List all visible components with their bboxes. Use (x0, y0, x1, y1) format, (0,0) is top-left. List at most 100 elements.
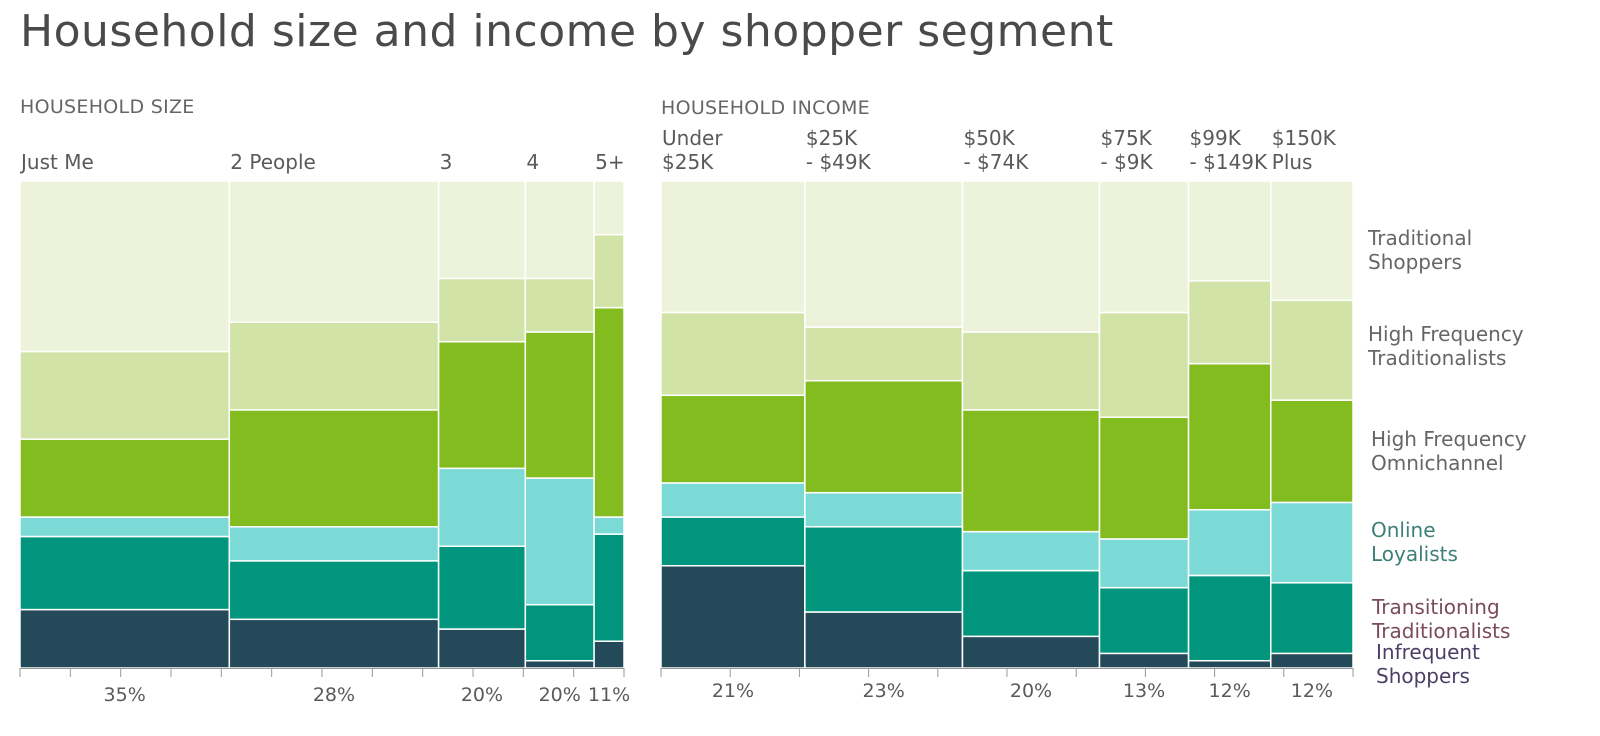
pct-label-size-2: 20% (461, 684, 503, 706)
cell-transitioning-traditionalists-income-3 (1098, 586, 1190, 655)
pct-label-size-3: 20% (539, 684, 581, 706)
column-label-size-2-line0: 3 (440, 150, 453, 174)
column-label-income-5-line0: $150K (1272, 126, 1337, 150)
cell-high-frequency-traditionalists-income-3 (1098, 311, 1190, 418)
cell-high-frequency-traditionalists-income-2 (961, 331, 1101, 411)
cell-infrequent-shoppers-income-5 (1270, 652, 1354, 669)
pct-label-income-3: 13% (1123, 680, 1165, 702)
column-label-income-1-line1: - $49K (806, 150, 872, 174)
cell-online-loyalists-size-4 (593, 516, 625, 535)
legend-high-frequency-traditionalists-line0: High Frequency (1368, 322, 1524, 346)
legend-transitioning-traditionalists-line1: Traditionalists (1372, 619, 1511, 643)
pct-label-income-5: 12% (1291, 680, 1333, 702)
cell-online-loyalists-size-2 (437, 467, 527, 547)
cell-high-frequency-traditionalists-income-4 (1187, 280, 1272, 365)
pct-label-size-4: 11% (588, 684, 630, 706)
cell-high-frequency-omnichannel-size-3 (524, 331, 595, 479)
legend-traditional-shoppers: Traditional Shoppers (1368, 226, 1472, 274)
legend-high-frequency-omnichannel-line1: Omnichannel (1371, 451, 1504, 475)
legend-high-frequency-omnichannel-line0: High Frequency (1371, 427, 1527, 451)
cell-transitioning-traditionalists-income-5 (1270, 582, 1354, 655)
legend-high-frequency-omnichannel: High Frequency Omnichannel (1371, 427, 1527, 475)
column-label-size-4-line0: 5+ (595, 150, 624, 174)
pct-label-income-1: 23% (863, 680, 905, 702)
cell-high-frequency-traditionalists-size-3 (524, 277, 595, 333)
cell-high-frequency-omnichannel-income-0 (660, 394, 806, 484)
cell-infrequent-shoppers-size-2 (437, 628, 527, 669)
cell-traditional-shoppers-income-4 (1187, 180, 1272, 282)
cell-high-frequency-traditionalists-size-1 (228, 321, 440, 411)
cell-online-loyalists-income-4 (1187, 508, 1272, 577)
legend-online-loyalists-line0: Online (1371, 518, 1436, 542)
pct-label-income-4: 12% (1209, 680, 1251, 702)
cell-traditional-shoppers-size-4 (593, 180, 625, 236)
cell-online-loyalists-income-1 (804, 491, 964, 528)
cell-traditional-shoppers-income-3 (1098, 180, 1190, 314)
cell-transitioning-traditionalists-size-0 (19, 535, 231, 611)
cell-infrequent-shoppers-size-3 (524, 659, 595, 669)
column-label-income-1-line0: $25K (806, 126, 858, 150)
column-label-size-3-line0: 4 (526, 150, 539, 174)
legend-infrequent-shoppers: Infrequent Shoppers (1376, 640, 1480, 688)
cell-online-loyalists-size-3 (524, 477, 595, 606)
cell-infrequent-shoppers-income-1 (804, 611, 964, 669)
column-label-income-4-line1: - $149K (1190, 150, 1268, 174)
legend-infrequent-shoppers-line0: Infrequent (1376, 640, 1480, 664)
household-size-title: HOUSEHOLD SIZE (20, 96, 195, 118)
cell-transitioning-traditionalists-size-3 (524, 603, 595, 662)
cell-traditional-shoppers-income-5 (1270, 180, 1354, 302)
cell-high-frequency-omnichannel-income-3 (1098, 416, 1190, 540)
cell-high-frequency-traditionalists-size-2 (437, 277, 527, 343)
column-label-income-5-line1: Plus (1272, 150, 1313, 174)
cell-high-frequency-omnichannel-income-4 (1187, 362, 1272, 511)
cell-traditional-shoppers-income-1 (804, 180, 964, 328)
cell-infrequent-shoppers-income-2 (961, 635, 1101, 669)
cell-online-loyalists-income-0 (660, 482, 806, 518)
cell-high-frequency-omnichannel-income-2 (961, 409, 1101, 533)
cell-traditional-shoppers-size-0 (19, 180, 231, 353)
pct-label-size-1: 28% (313, 684, 355, 706)
cell-high-frequency-traditionalists-size-0 (19, 350, 231, 440)
cell-online-loyalists-income-3 (1098, 538, 1190, 589)
legend-high-frequency-traditionalists: High Frequency Traditionalists (1368, 322, 1524, 370)
column-label-income-3-line1: - $9K (1101, 150, 1154, 174)
cell-online-loyalists-income-5 (1270, 501, 1354, 584)
cell-high-frequency-omnichannel-size-1 (228, 409, 440, 528)
cell-high-frequency-traditionalists-income-0 (660, 311, 806, 397)
cell-transitioning-traditionalists-size-2 (437, 545, 527, 630)
cell-traditional-shoppers-income-0 (660, 180, 806, 314)
legend-online-loyalists-line1: Loyalists (1371, 542, 1458, 566)
column-label-income-0-line0: Under (662, 126, 723, 150)
cell-infrequent-shoppers-size-0 (19, 608, 231, 669)
cell-high-frequency-traditionalists-income-5 (1270, 299, 1354, 401)
cell-infrequent-shoppers-income-0 (660, 564, 806, 669)
cell-traditional-shoppers-size-1 (228, 180, 440, 323)
cell-transitioning-traditionalists-income-4 (1187, 574, 1272, 662)
cell-infrequent-shoppers-size-4 (593, 640, 625, 669)
cell-traditional-shoppers-size-3 (524, 180, 595, 280)
column-label-income-2-line1: - $74K (963, 150, 1029, 174)
column-label-income-3-line0: $75K (1101, 126, 1153, 150)
column-label-income-0-line1: $25K (662, 150, 714, 174)
cell-online-loyalists-income-2 (961, 530, 1101, 572)
cell-high-frequency-omnichannel-size-0 (19, 438, 231, 518)
column-label-income-4-line0: $99K (1190, 126, 1242, 150)
cell-transitioning-traditionalists-income-0 (660, 516, 806, 567)
cell-transitioning-traditionalists-size-4 (593, 533, 625, 642)
cell-transitioning-traditionalists-size-1 (228, 560, 440, 621)
pct-label-income-2: 20% (1010, 680, 1052, 702)
column-label-income-2-line0: $50K (963, 126, 1015, 150)
cell-high-frequency-traditionalists-size-4 (593, 233, 625, 309)
cell-traditional-shoppers-income-2 (961, 180, 1101, 333)
legend-high-frequency-traditionalists-line1: Traditionalists (1368, 346, 1507, 370)
cell-infrequent-shoppers-size-1 (228, 618, 440, 669)
cell-high-frequency-omnichannel-size-4 (593, 306, 625, 518)
legend-infrequent-shoppers-line1: Shoppers (1376, 664, 1470, 688)
legend-transitioning-traditionalists: Transitioning Traditionalists (1372, 595, 1510, 643)
cell-high-frequency-omnichannel-income-1 (804, 379, 964, 494)
legend-transitioning-traditionalists-line0: Transitioning (1372, 595, 1500, 619)
cell-transitioning-traditionalists-income-2 (961, 569, 1101, 638)
cell-online-loyalists-size-0 (19, 516, 231, 538)
column-label-size-1-line0: 2 People (230, 150, 316, 174)
